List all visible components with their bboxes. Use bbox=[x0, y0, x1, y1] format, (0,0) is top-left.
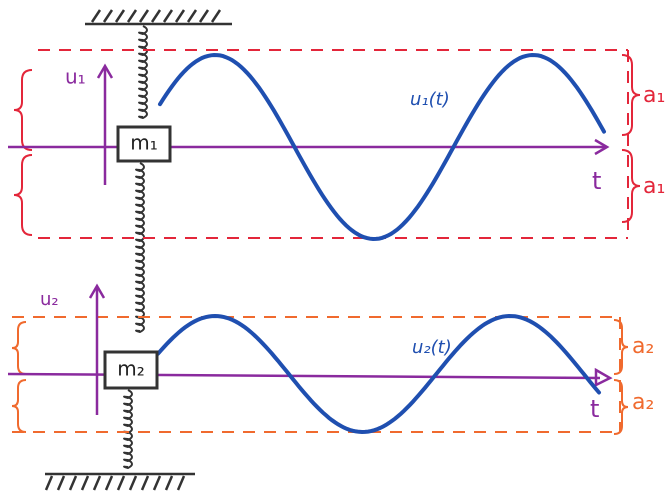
time-label: t bbox=[590, 395, 599, 423]
displacement-curve bbox=[156, 313, 601, 435]
displacement-label: u₁ bbox=[65, 65, 86, 89]
displacement-arrows bbox=[88, 63, 114, 415]
amplitude-label: a₂ bbox=[632, 334, 654, 359]
mass-2 bbox=[103, 350, 159, 390]
mass-label: m₂ bbox=[117, 357, 145, 381]
mass-1 bbox=[116, 125, 172, 163]
displacement-curve bbox=[158, 52, 606, 242]
ground bbox=[44, 472, 195, 491]
curve-label: u₁(t) bbox=[410, 89, 450, 110]
curve-label: u₂(t) bbox=[412, 337, 452, 358]
bounds-1 bbox=[38, 49, 629, 239]
spring bbox=[123, 389, 133, 470]
time-label: t bbox=[592, 167, 601, 195]
spring bbox=[135, 162, 145, 334]
amplitude-label: a₂ bbox=[632, 390, 654, 415]
braces bbox=[11, 54, 641, 435]
curves bbox=[156, 52, 606, 435]
mass-label: m₁ bbox=[130, 131, 158, 155]
amplitude-label: a₁ bbox=[643, 83, 665, 108]
spring bbox=[138, 25, 148, 120]
ceiling bbox=[85, 9, 232, 26]
displacement-label: u₂ bbox=[40, 289, 59, 310]
amplitude-label: a₁ bbox=[643, 174, 665, 199]
springs bbox=[123, 25, 148, 470]
